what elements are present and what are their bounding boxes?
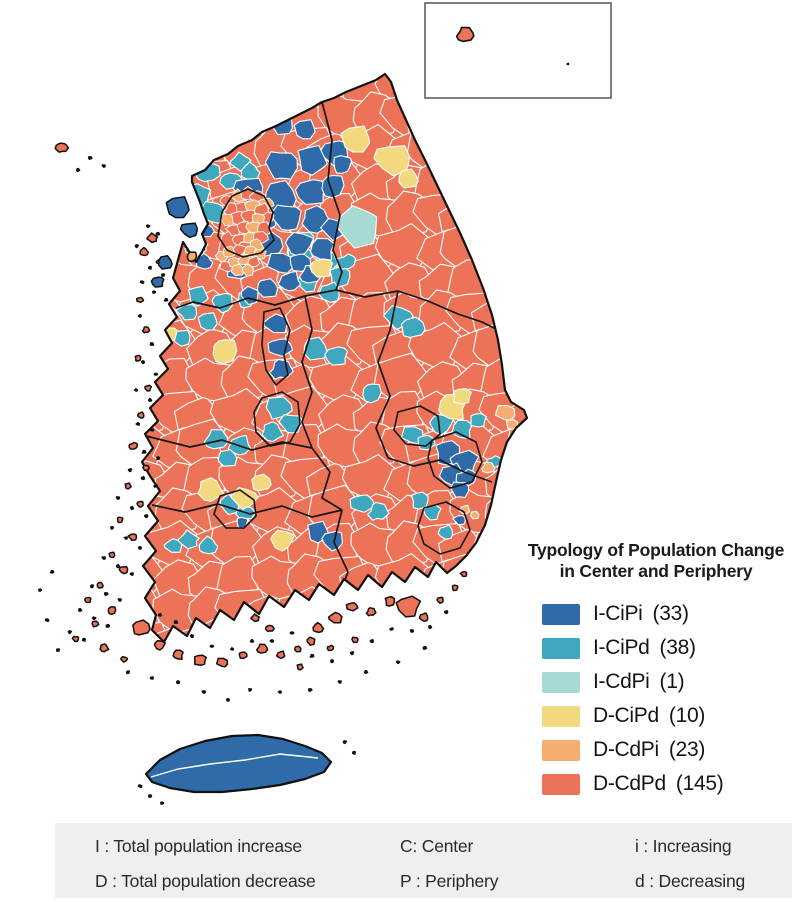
legend-item-count: (23) — [668, 738, 706, 761]
legend-item: D-CiPd (10) — [542, 699, 796, 733]
definition-center: C: Center — [400, 836, 474, 856]
legend-item-label: I-CiPi — [593, 602, 643, 625]
map-legend: Typology of Population Change in Center … — [516, 540, 796, 801]
legend-item-count: (38) — [659, 636, 696, 659]
legend-item: D-CdPd (145) — [542, 767, 796, 801]
definition-i: i : Increasing — [635, 836, 732, 856]
legend-item-label: D-CdPd — [593, 772, 666, 795]
legend-swatch — [542, 671, 580, 693]
definition-decrease: D : Total population decrease — [95, 871, 316, 891]
legend-swatch — [542, 739, 580, 761]
legend-item-count: (33) — [652, 602, 689, 625]
definition-increase: I : Total population increase — [95, 836, 302, 856]
legend-item-label: D-CiPd — [593, 704, 659, 727]
legend-item: D-CdPi (23) — [542, 733, 796, 767]
legend-item-count: (1) — [659, 670, 685, 693]
legend-title-line1: Typology of Population Change — [527, 540, 785, 560]
legend-items: I-CiPi (33) I-CiPd (38) I-CdPi (1) D-CiP… — [516, 597, 796, 801]
jeju-island — [144, 733, 333, 794]
legend-title: Typology of Population Change in Center … — [516, 540, 796, 582]
inset-box — [424, 2, 612, 99]
islands-layer — [38, 142, 468, 805]
legend-swatch — [542, 637, 580, 659]
definitions-panel: I : Total population increase C: Center … — [55, 823, 792, 898]
districts-layer — [142, 74, 527, 642]
legend-item-label: I-CiPd — [593, 636, 650, 659]
definition-d: d : Decreasing — [635, 871, 746, 891]
legend-item-label: I-CdPi — [593, 670, 650, 693]
legend-item: I-CiPi (33) — [542, 597, 796, 631]
legend-swatch — [542, 705, 580, 727]
legend-swatch — [542, 603, 580, 625]
legend-item-label: D-CdPi — [593, 738, 659, 761]
legend-item: I-CdPi (1) — [542, 665, 796, 699]
legend-item-count: (145) — [675, 772, 724, 795]
legend-swatch — [542, 773, 580, 795]
legend-item-count: (10) — [668, 704, 706, 727]
mainland-coastline — [140, 72, 529, 644]
legend-item: I-CiPd (38) — [542, 631, 796, 665]
legend-title-line2: in Center and Periphery — [559, 561, 753, 581]
definition-periphery: P : Periphery — [400, 871, 499, 891]
